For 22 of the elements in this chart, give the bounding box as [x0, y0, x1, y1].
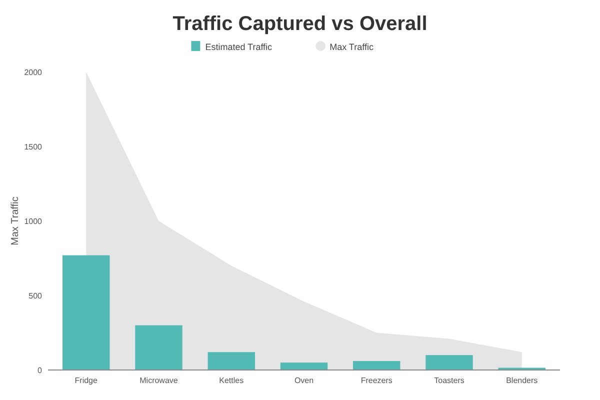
- bar: [353, 361, 400, 370]
- y-tick-label: 1500: [24, 142, 43, 152]
- bar: [280, 362, 328, 370]
- y-tick-label: 500: [28, 292, 43, 300]
- bar: [208, 352, 255, 370]
- y-axis-title: Max Traffic: [10, 196, 21, 246]
- x-tick-label: Oven: [294, 376, 314, 385]
- bar: [62, 255, 110, 370]
- legend-label: Max Traffic: [330, 42, 374, 52]
- y-tick-label: 0: [38, 366, 43, 375]
- legend-label: Estimated Traffic: [205, 42, 273, 52]
- x-tick-label: Fridge: [74, 376, 98, 385]
- x-tick-label: Microwave: [140, 376, 178, 385]
- x-tick-label: Freezers: [360, 376, 392, 385]
- bar: [426, 355, 473, 370]
- y-tick-label: 1000: [24, 217, 43, 226]
- x-tick-label: Blenders: [506, 376, 538, 385]
- chart-title: Traffic Captured vs Overall: [172, 13, 428, 35]
- x-tick-label: Kettles: [219, 376, 244, 385]
- y-tick-label: 2000: [24, 68, 43, 77]
- bar: [135, 325, 182, 370]
- x-tick-label: Toasters: [434, 376, 464, 385]
